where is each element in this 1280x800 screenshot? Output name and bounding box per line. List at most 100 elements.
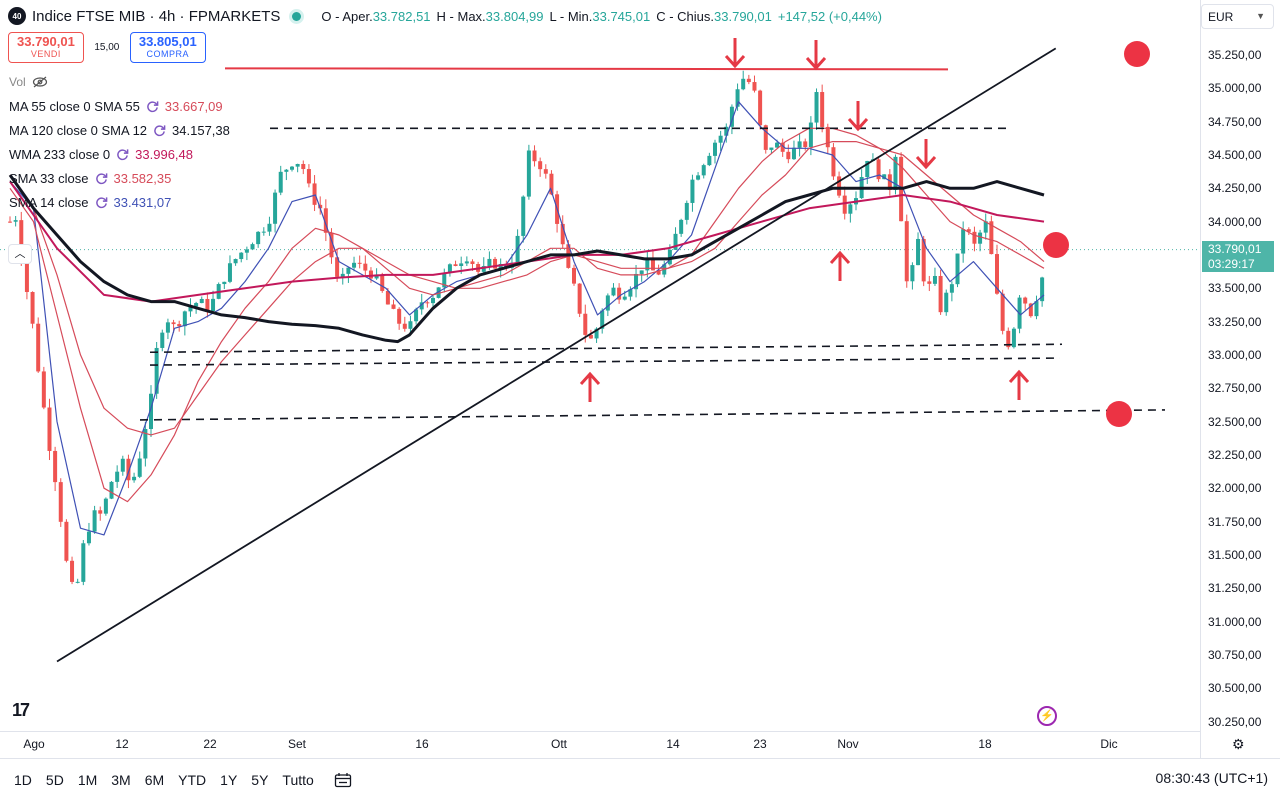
price-tick: 33.250,00	[1208, 314, 1262, 329]
candle-body	[36, 323, 41, 372]
candle-body	[24, 260, 29, 293]
candle-body	[724, 126, 729, 136]
candle-body	[645, 258, 650, 271]
refresh-icon[interactable]	[95, 172, 108, 185]
bar-countdown: 03:29:17	[1208, 257, 1255, 271]
candle-body	[239, 252, 244, 260]
price-tick: 31.750,00	[1208, 514, 1262, 529]
candle-body	[1028, 303, 1033, 317]
refresh-icon[interactable]	[146, 100, 159, 113]
candle-body	[617, 287, 622, 300]
candle-body	[312, 183, 317, 205]
candle-body	[397, 308, 402, 324]
candle-body	[837, 176, 842, 196]
tradingview-logo-icon[interactable]: 17	[12, 700, 30, 720]
candle-body	[763, 125, 768, 150]
candle-body	[408, 321, 413, 329]
candle-body	[978, 232, 983, 244]
candle-body	[572, 267, 576, 284]
candle-body	[47, 407, 52, 451]
candle-body	[199, 298, 204, 304]
lightning-icon[interactable]: ⚡	[1037, 706, 1057, 726]
range-5y-button[interactable]: 5Y	[251, 771, 269, 788]
candle-body	[526, 150, 531, 197]
ohlc-key: O - Aper.	[321, 8, 373, 24]
chevron-down-icon: ▼	[1256, 11, 1265, 21]
calendar-range-icon[interactable]	[334, 772, 352, 788]
candle-body	[137, 458, 142, 477]
indicator-value: 33.996,48	[135, 146, 193, 162]
price-chart[interactable]	[0, 0, 1200, 731]
indicator-legend[interactable]: WMA 233 close 0 33.996,48	[9, 145, 193, 163]
buy-label: COMPRA	[146, 49, 190, 59]
candle-body	[713, 142, 717, 156]
candle-body	[752, 82, 757, 91]
down-arrow-icon	[847, 117, 869, 132]
candle-body	[19, 220, 24, 261]
candle-body	[848, 204, 853, 214]
candle-body	[690, 179, 695, 203]
candle-body	[493, 258, 498, 269]
dashed-level	[139, 409, 1166, 421]
candle-body	[171, 322, 176, 325]
candle-body	[459, 263, 464, 267]
time-axis-border	[0, 731, 1200, 732]
range-ytd-button[interactable]: YTD	[178, 771, 207, 788]
ohlc-key: C - Chius.	[656, 8, 715, 24]
candle-body	[876, 159, 881, 180]
candle-body	[893, 156, 898, 190]
candle-body	[842, 195, 847, 214]
range-tutto-button[interactable]: Tutto	[282, 771, 314, 788]
candle-body	[605, 295, 610, 311]
collapse-legend-button[interactable]: ︿	[8, 244, 32, 264]
price-tick: 34.000,00	[1208, 214, 1262, 229]
range-1m-button[interactable]: 1M	[77, 771, 98, 788]
currency-selector[interactable]: EUR ▼	[1201, 4, 1274, 29]
candle-body	[865, 160, 870, 178]
refresh-icon[interactable]	[116, 148, 129, 161]
candle-body	[679, 219, 684, 234]
candle-body	[729, 106, 734, 127]
utc-clock[interactable]: 08:30:43 (UTC+1)	[1155, 770, 1268, 786]
candle-body	[904, 221, 909, 282]
candle-body	[808, 122, 813, 148]
candle-body	[786, 151, 791, 160]
sell-button[interactable]: 33.790,01 VENDI	[8, 32, 84, 63]
symbol-title[interactable]: Indice FTSE MIB · 4h · FPMARKETS	[32, 7, 281, 25]
candle-body	[453, 264, 458, 267]
time-tick: Dic	[1100, 737, 1118, 751]
range-1y-button[interactable]: 1Y	[220, 771, 238, 788]
refresh-icon[interactable]	[153, 124, 166, 137]
ma-line-4	[8, 174, 1045, 344]
range-3m-button[interactable]: 3M	[111, 771, 131, 788]
price-tick: 35.000,00	[1208, 81, 1262, 96]
time-tick: 18	[978, 737, 992, 751]
candle-body	[803, 141, 808, 148]
candle-body	[177, 324, 182, 327]
indicator-legend[interactable]: MA 55 close 0 SMA 55 33.667,09	[9, 97, 223, 115]
range-1d-button[interactable]: 1D	[14, 771, 32, 788]
price-tick: 33.000,00	[1208, 347, 1262, 362]
range-6m-button[interactable]: 6M	[144, 771, 165, 788]
candle-body	[256, 231, 261, 245]
range-5d-button[interactable]: 5D	[45, 771, 64, 788]
candle-body	[149, 393, 153, 429]
settings-gear-icon[interactable]: ⚙	[1232, 736, 1245, 752]
ohlc-key: L - Min.	[549, 8, 593, 24]
candle-body	[340, 273, 345, 277]
indicator-legend[interactable]: SMA 33 close 33.582,35	[9, 169, 171, 187]
eye-off-icon[interactable]	[32, 76, 48, 88]
candle-body	[126, 458, 131, 481]
volume-legend[interactable]: Vol	[9, 73, 48, 91]
candle-body	[938, 275, 943, 313]
refresh-icon[interactable]	[95, 196, 108, 209]
ma-line-2	[9, 141, 1045, 436]
target-dot	[1106, 401, 1132, 427]
indicator-value: 34.157,38	[172, 122, 230, 138]
up-arrow-icon	[829, 250, 851, 265]
candle-body	[391, 304, 396, 309]
indicator-legend[interactable]: MA 120 close 0 SMA 12 34.157,38	[9, 121, 230, 139]
candle-body	[419, 302, 424, 310]
buy-button[interactable]: 33.805,01 COMPRA	[129, 32, 206, 63]
indicator-legend[interactable]: SMA 14 close 33.431,07	[9, 193, 171, 211]
